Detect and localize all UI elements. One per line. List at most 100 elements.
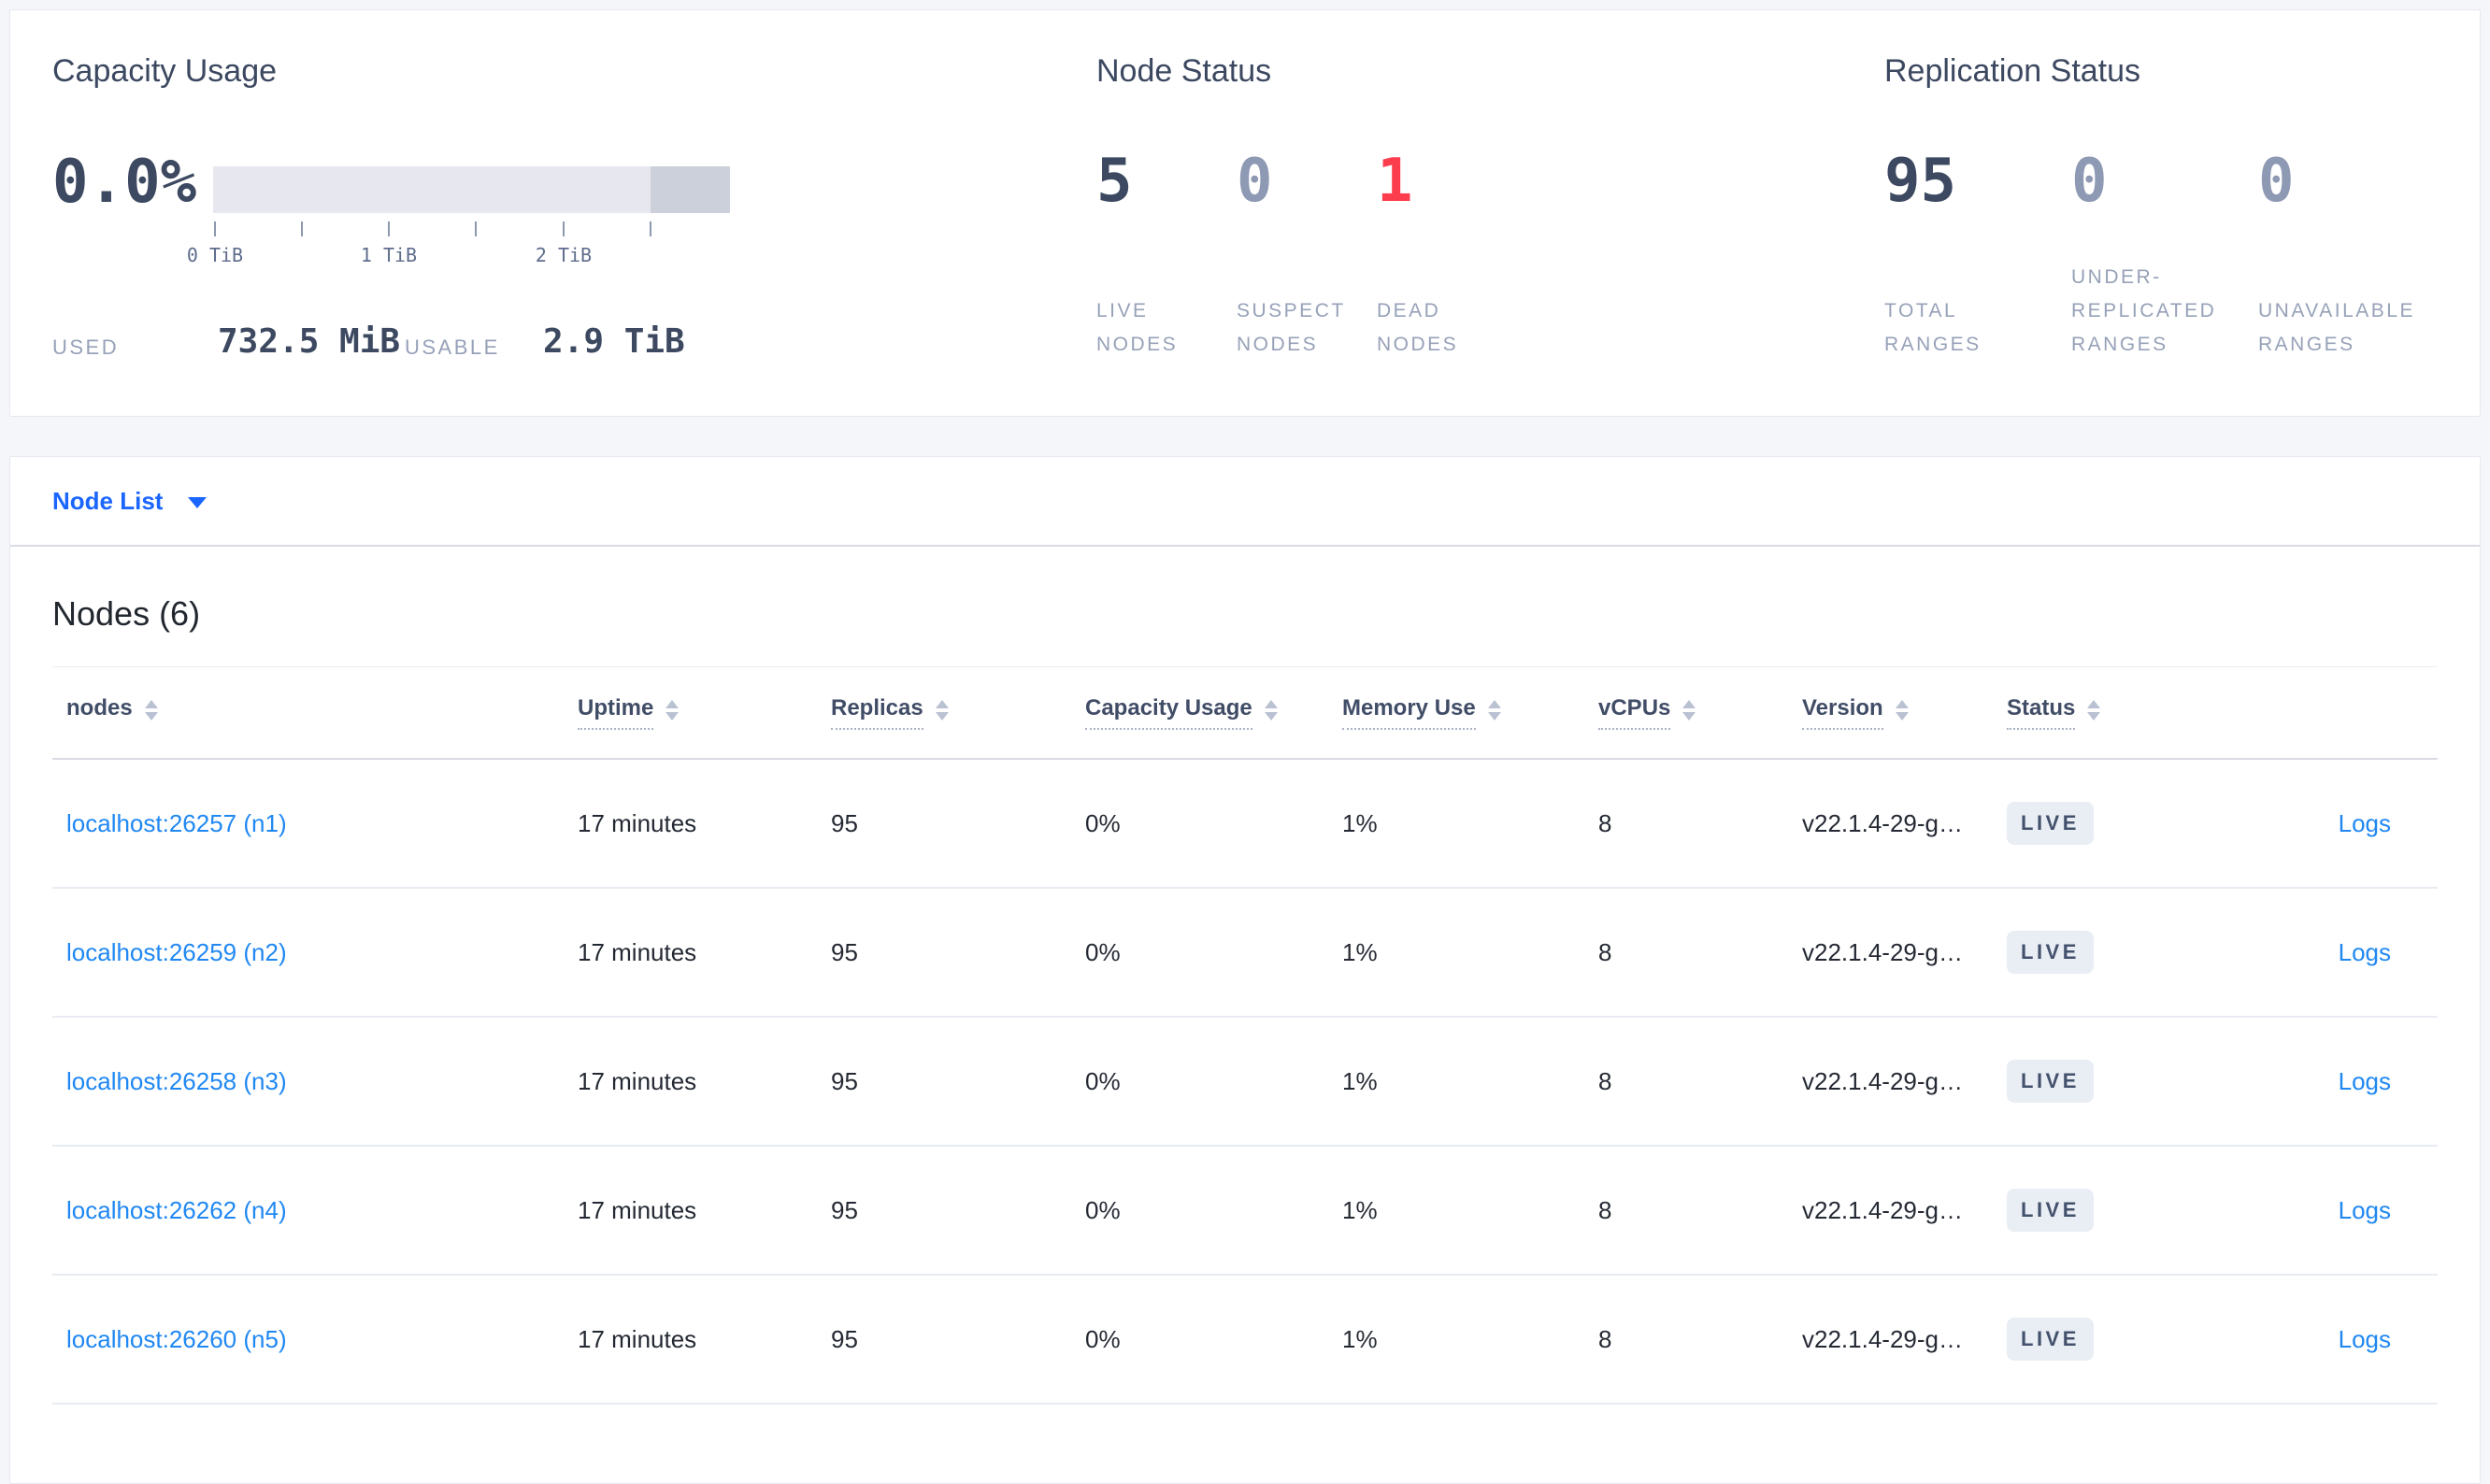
column-header-nodes[interactable]: nodes bbox=[52, 695, 578, 730]
sort-icon bbox=[1264, 699, 1278, 721]
chevron-down-icon bbox=[188, 497, 208, 508]
table-row: localhost:26260 (n5) 17 minutes 95 0% 1% 8 v22… bbox=[52, 1276, 2438, 1405]
version-cell: v22.1.4-29-g… bbox=[1802, 1195, 1963, 1224]
nodes-table-header: nodes Uptime Replicas Capacity Usage Memory … bbox=[52, 666, 2438, 760]
capacity-bar-axis: 0 TiB 1 TiB 2 TiB bbox=[187, 221, 730, 278]
capacity-usage-cell: 0% bbox=[1085, 1066, 1121, 1095]
node-link[interactable]: localhost:26262 (n4) bbox=[66, 1195, 287, 1224]
capacity-bar-reserved-segment bbox=[651, 166, 730, 213]
axis-tick bbox=[388, 221, 390, 236]
uptime-cell: 17 minutes bbox=[578, 937, 697, 966]
stat-value: 0 bbox=[2071, 147, 2108, 216]
node-status-card: Node Status 5 LIVE NODES 0 SUSPECT NODES 1 DEAD… bbox=[1096, 10, 1676, 416]
cluster-summary-panel: Capacity Usage 0.0% 0 TiB 1 TiB 2 TiB US… bbox=[9, 9, 2481, 417]
logs-cell: Logs bbox=[2226, 1067, 2438, 1096]
axis-tick-label: 1 TiB bbox=[360, 244, 418, 266]
axis-tick-label: 2 TiB bbox=[535, 244, 593, 266]
memory-use-cell: 1% bbox=[1342, 1324, 1378, 1353]
sort-icon bbox=[665, 699, 680, 721]
axis-tick-label: 0 TiB bbox=[186, 244, 244, 266]
column-header-uptime[interactable]: Uptime bbox=[578, 695, 831, 730]
table-row: localhost:26258 (n3) 17 minutes 95 0% 1% 8 v22… bbox=[52, 1018, 2438, 1147]
status-cell: LIVE bbox=[2007, 1189, 2226, 1232]
column-header-capacity-usage[interactable]: Capacity Usage bbox=[1085, 695, 1342, 730]
table-row: localhost:26259 (n2) 17 minutes 95 0% 1% 8 v22… bbox=[52, 889, 2438, 1018]
stat-label: SUSPECT NODES bbox=[1237, 300, 1346, 355]
stat-label: LIVE NODES bbox=[1096, 300, 1179, 355]
column-header-memory-use[interactable]: Memory Use bbox=[1342, 695, 1598, 730]
nodes-table: nodes Uptime Replicas Capacity Usage Memory … bbox=[52, 666, 2438, 1405]
logs-cell: Logs bbox=[2226, 809, 2438, 838]
replication-status-card: Replication Status 95 TOTAL RANGES 0 UNDER- R… bbox=[1884, 10, 2483, 416]
version-cell: v22.1.4-29-g… bbox=[1802, 1066, 1963, 1095]
vcpus-cell: 8 bbox=[1598, 1195, 1612, 1224]
status-badge: LIVE bbox=[2007, 1189, 2094, 1232]
logs-link[interactable]: Logs bbox=[2338, 1066, 2391, 1095]
logs-cell: Logs bbox=[2226, 938, 2438, 967]
stat-value: 95 bbox=[1884, 147, 1957, 216]
node-link[interactable]: localhost:26260 (n5) bbox=[66, 1324, 287, 1353]
capacity-usage-cell: 0% bbox=[1085, 808, 1121, 837]
logs-link[interactable]: Logs bbox=[2338, 937, 2391, 966]
axis-tick bbox=[475, 221, 477, 236]
logs-link[interactable]: Logs bbox=[2338, 808, 2391, 837]
capacity-usage-title: Capacity Usage bbox=[52, 53, 278, 89]
table-row: localhost:26257 (n1) 17 minutes 95 0% 1% 8 v22… bbox=[52, 760, 2438, 889]
uptime-cell: 17 minutes bbox=[578, 1066, 697, 1095]
column-header-status[interactable]: Status bbox=[2007, 695, 2226, 730]
memory-use-cell: 1% bbox=[1342, 937, 1378, 966]
column-header-label[interactable]: vCPUs bbox=[1598, 695, 1671, 730]
column-header-label[interactable]: Uptime bbox=[578, 695, 654, 730]
sort-icon bbox=[1487, 699, 1501, 721]
nodes-table-body: localhost:26257 (n1) 17 minutes 95 0% 1% 8 v22… bbox=[52, 760, 2438, 1405]
axis-tick bbox=[650, 221, 651, 236]
uptime-cell: 17 minutes bbox=[578, 808, 697, 837]
column-header-vcpus[interactable]: vCPUs bbox=[1598, 695, 1802, 730]
column-header-label[interactable]: Version bbox=[1802, 695, 1883, 730]
column-header-label[interactable]: Capacity Usage bbox=[1085, 695, 1252, 730]
view-selector-label[interactable]: Node List bbox=[52, 486, 164, 515]
logs-link[interactable]: Logs bbox=[2338, 1324, 2391, 1353]
column-header-label[interactable]: nodes bbox=[66, 695, 133, 721]
version-cell: v22.1.4-29-g… bbox=[1802, 1324, 1963, 1353]
column-header-label[interactable]: Replicas bbox=[831, 695, 923, 730]
status-badge: LIVE bbox=[2007, 802, 2094, 845]
view-selector[interactable]: Node List bbox=[10, 457, 2480, 547]
node-list-panel: Node List Nodes (6) nodes Uptime Replicas C… bbox=[9, 456, 2481, 1484]
capacity-usage-cell: 0% bbox=[1085, 1324, 1121, 1353]
column-header-label[interactable]: Status bbox=[2007, 695, 2076, 730]
table-row: localhost:26262 (n4) 17 minutes 95 0% 1% 8 v22… bbox=[52, 1147, 2438, 1276]
vcpus-cell: 8 bbox=[1598, 1324, 1612, 1353]
node-cell: localhost:26258 (n3) bbox=[52, 1067, 578, 1096]
replicas-cell: 95 bbox=[831, 1066, 858, 1095]
uptime-cell: 17 minutes bbox=[578, 1324, 697, 1353]
replicas-cell: 95 bbox=[831, 1195, 858, 1224]
capacity-usage-bar bbox=[213, 166, 730, 213]
node-status-title: Node Status bbox=[1096, 53, 1272, 89]
node-cell: localhost:26260 (n5) bbox=[52, 1325, 578, 1354]
axis-tick bbox=[214, 221, 216, 236]
node-link[interactable]: localhost:26257 (n1) bbox=[66, 808, 287, 837]
stat-value: 1 bbox=[1377, 147, 1413, 216]
vcpus-cell: 8 bbox=[1598, 937, 1612, 966]
stat-value: 0 bbox=[2258, 147, 2295, 216]
stat-label: UNDER- REPLICATED RANGES bbox=[2071, 266, 2217, 355]
replication-status-title: Replication Status bbox=[1884, 53, 2141, 89]
stat-value: 5 bbox=[1096, 147, 1133, 216]
column-header-label[interactable]: Memory Use bbox=[1342, 695, 1476, 730]
logs-cell: Logs bbox=[2226, 1325, 2438, 1354]
replicas-cell: 95 bbox=[831, 808, 858, 837]
logs-link[interactable]: Logs bbox=[2338, 1195, 2391, 1224]
status-cell: LIVE bbox=[2007, 802, 2226, 845]
used-value: 732.5 MiB bbox=[218, 322, 401, 361]
capacity-usage-cell: 0% bbox=[1085, 1195, 1121, 1224]
memory-use-cell: 1% bbox=[1342, 1066, 1378, 1095]
node-link[interactable]: localhost:26258 (n3) bbox=[66, 1066, 287, 1095]
status-cell: LIVE bbox=[2007, 931, 2226, 974]
logs-cell: Logs bbox=[2226, 1196, 2438, 1225]
vcpus-cell: 8 bbox=[1598, 1066, 1612, 1095]
column-header-version[interactable]: Version bbox=[1802, 695, 2007, 730]
node-link[interactable]: localhost:26259 (n2) bbox=[66, 937, 287, 966]
column-header-replicas[interactable]: Replicas bbox=[831, 695, 1085, 730]
used-label: USED bbox=[52, 335, 120, 359]
